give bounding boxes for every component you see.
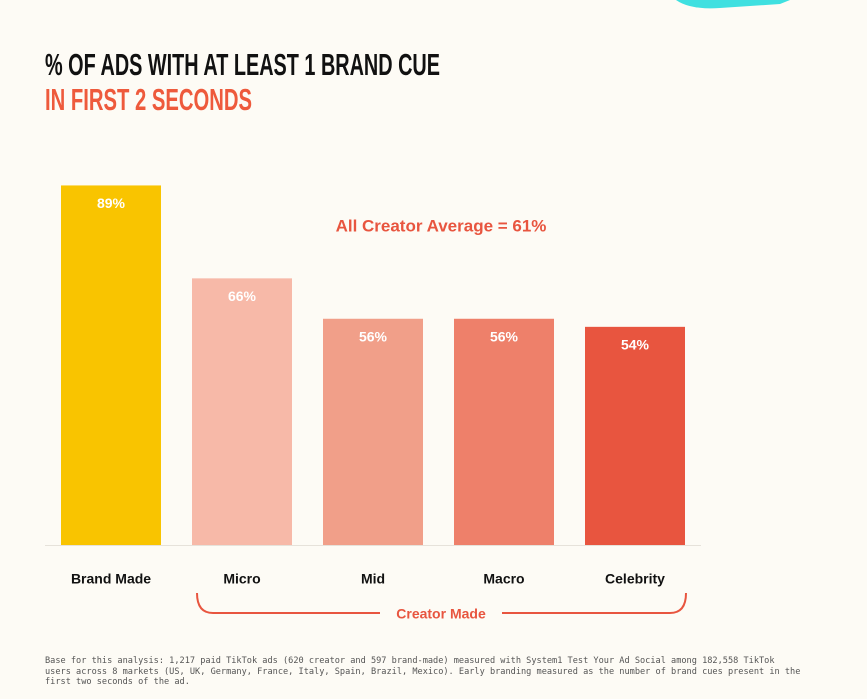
x-tick-label: Brand Made xyxy=(71,571,151,587)
chart-subtitle: IN FIRST 2 SECONDS xyxy=(45,82,252,117)
x-tick-label: Micro xyxy=(223,571,260,587)
bar xyxy=(585,326,685,545)
decoration xyxy=(676,0,790,9)
annotation: All Creator Average = 61% xyxy=(336,216,547,235)
footnote: Base for this analysis: 1,217 paid TikTo… xyxy=(45,656,801,687)
value-label: 54% xyxy=(621,337,650,353)
group-label: Creator Made xyxy=(396,606,486,622)
bar xyxy=(454,318,554,545)
bar xyxy=(61,185,161,545)
bar xyxy=(323,318,423,545)
chart-title: % OF ADS WITH AT LEAST 1 BRAND CUE xyxy=(45,47,440,82)
group-bracket xyxy=(196,592,687,614)
x-tick-label: Mid xyxy=(361,571,385,587)
bar xyxy=(192,278,292,545)
value-label: 89% xyxy=(97,195,126,211)
value-label: 56% xyxy=(359,328,388,344)
value-label: 66% xyxy=(228,288,257,304)
x-tick-label: Celebrity xyxy=(605,571,665,587)
x-tick-label: Macro xyxy=(483,571,524,587)
value-label: 56% xyxy=(490,328,519,344)
